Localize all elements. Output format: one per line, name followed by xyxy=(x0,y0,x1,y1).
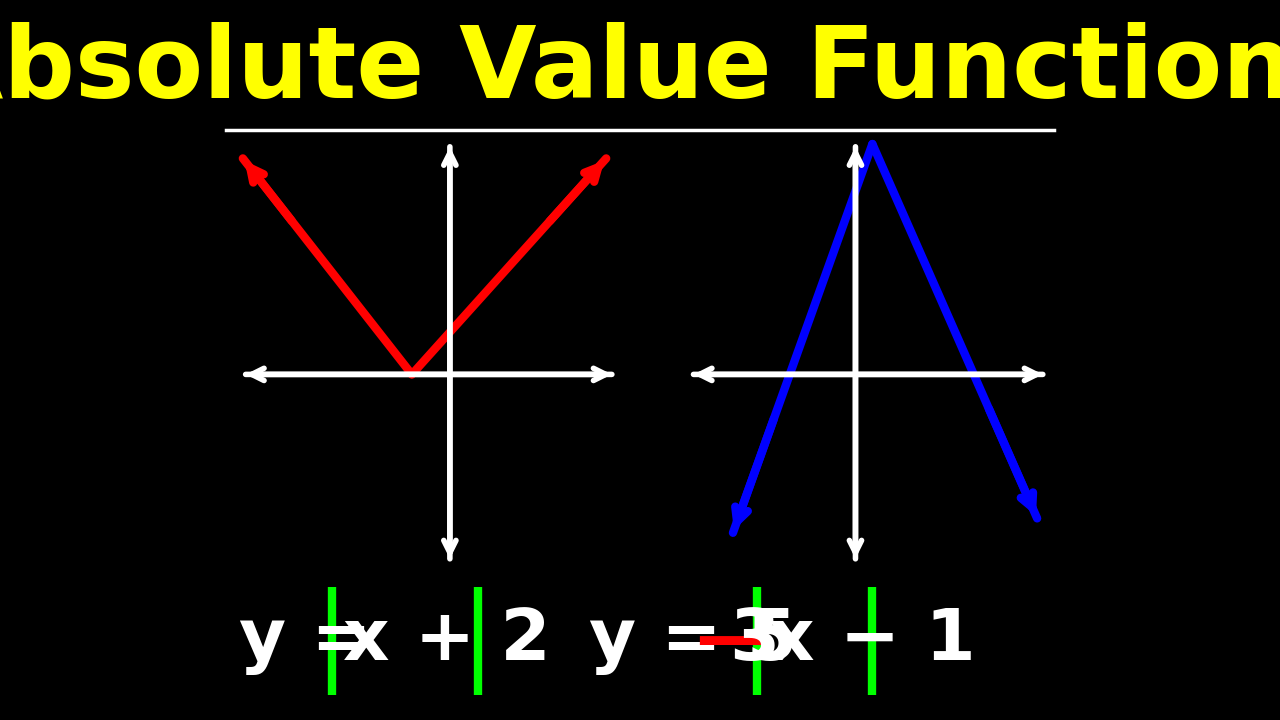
Text: x − 1: x − 1 xyxy=(768,606,975,675)
Text: y = 5: y = 5 xyxy=(589,606,797,675)
Text: y =: y = xyxy=(238,606,371,675)
Text: 3: 3 xyxy=(728,606,780,675)
Text: —: — xyxy=(695,606,767,675)
Text: Absolute Value Functions: Absolute Value Functions xyxy=(0,22,1280,119)
Text: x + 2: x + 2 xyxy=(343,606,550,675)
